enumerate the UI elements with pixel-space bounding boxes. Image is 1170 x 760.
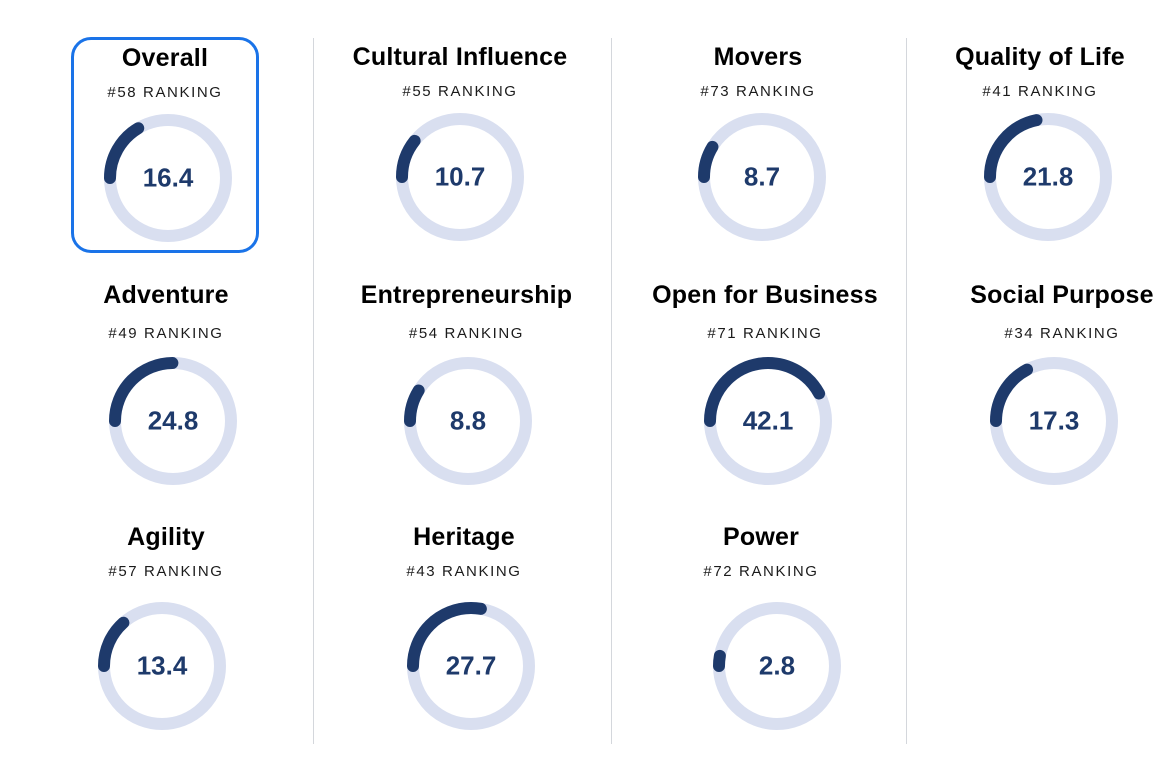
gauge-ring bbox=[404, 357, 532, 485]
gauge-ring bbox=[990, 357, 1118, 485]
card-title: Adventure bbox=[103, 281, 229, 309]
card-title: Open for Business bbox=[652, 281, 878, 309]
gauge-value: 42.1 bbox=[742, 405, 794, 436]
card-ranking: #34 RANKING bbox=[1004, 325, 1120, 342]
score-card-agility[interactable]: Agility #57 RANKING 13.4 bbox=[66, 518, 266, 734]
gauge-fill bbox=[698, 113, 826, 241]
score-card-overall[interactable]: Overall #58 RANKING 16.4 bbox=[71, 37, 259, 253]
card-title: Power bbox=[722, 523, 800, 551]
score-card-cultural-influence[interactable]: Cultural Influence #55 RANKING 10.7 bbox=[345, 38, 575, 254]
score-card-power[interactable]: Power #72 RANKING 2.8 bbox=[661, 518, 861, 734]
card-title: Entrepreneurship bbox=[360, 281, 573, 309]
gauge-ring bbox=[698, 113, 826, 241]
score-gauge: 42.1 bbox=[702, 355, 834, 487]
gauge-value: 2.8 bbox=[758, 650, 796, 681]
card-title: Agility bbox=[127, 523, 205, 551]
gauge-value: 27.7 bbox=[445, 650, 497, 681]
gauge-ring bbox=[704, 357, 832, 485]
score-gauge: 8.7 bbox=[696, 111, 828, 243]
score-gauge: 24.8 bbox=[107, 355, 239, 487]
score-card-social-purpose[interactable]: Social Purpose #34 RANKING 17.3 bbox=[962, 276, 1162, 492]
card-title: Heritage bbox=[413, 523, 515, 551]
card-ranking: #73 RANKING bbox=[700, 83, 816, 100]
score-card-quality-of-life[interactable]: Quality of Life #41 RANKING 21.8 bbox=[940, 38, 1140, 254]
gauge-fill bbox=[98, 602, 226, 730]
score-gauge: 17.3 bbox=[988, 355, 1120, 487]
score-gauge: 10.7 bbox=[394, 111, 526, 243]
score-gauge: 8.8 bbox=[402, 355, 534, 487]
gauge-value: 8.8 bbox=[449, 405, 487, 436]
card-ranking: #41 RANKING bbox=[982, 83, 1098, 100]
card-ranking: #54 RANKING bbox=[408, 325, 525, 342]
card-ranking: #57 RANKING bbox=[108, 563, 224, 580]
gauge-fill bbox=[990, 357, 1118, 485]
gauge-fill bbox=[396, 113, 524, 241]
gauge-value: 13.4 bbox=[136, 650, 188, 681]
gauge-value: 21.8 bbox=[1022, 161, 1074, 192]
column-divider bbox=[313, 38, 314, 744]
column-divider bbox=[906, 38, 907, 744]
gauge-value: 24.8 bbox=[147, 405, 199, 436]
gauge-fill bbox=[109, 357, 237, 485]
score-card-entrepreneurship[interactable]: Entrepreneurship #54 RANKING 8.8 bbox=[350, 276, 583, 492]
card-ranking: #49 RANKING bbox=[108, 325, 224, 342]
gauge-ring bbox=[396, 113, 524, 241]
gauge-value: 17.3 bbox=[1028, 405, 1080, 436]
gauge-value: 8.7 bbox=[743, 161, 781, 192]
card-ranking: #55 RANKING bbox=[402, 83, 518, 100]
gauge-ring bbox=[407, 602, 535, 730]
gauge-fill bbox=[404, 357, 532, 485]
gauge-ring bbox=[109, 357, 237, 485]
gauge-value: 10.7 bbox=[434, 161, 486, 192]
card-ranking: #58 RANKING bbox=[107, 84, 223, 101]
gauge-value: 16.4 bbox=[142, 162, 194, 193]
card-title: Quality of Life bbox=[955, 43, 1125, 71]
score-card-heritage[interactable]: Heritage #43 RANKING 27.7 bbox=[364, 518, 564, 734]
column-divider bbox=[611, 38, 612, 744]
gauge-ring bbox=[713, 602, 841, 730]
score-gauge: 2.8 bbox=[711, 600, 843, 732]
gauge-ring bbox=[98, 602, 226, 730]
gauge-fill bbox=[704, 357, 832, 485]
card-ranking: #72 RANKING bbox=[703, 563, 819, 580]
gauge-ring bbox=[984, 113, 1112, 241]
card-title: Movers bbox=[713, 43, 803, 71]
score-gauge: 13.4 bbox=[96, 600, 228, 732]
gauge-fill bbox=[104, 114, 232, 242]
score-gauge: 27.7 bbox=[405, 600, 537, 732]
card-ranking: #43 RANKING bbox=[406, 563, 522, 580]
card-ranking: #71 RANKING bbox=[707, 325, 823, 342]
card-title: Social Purpose bbox=[970, 281, 1154, 309]
gauge-fill bbox=[713, 602, 841, 730]
score-card-adventure[interactable]: Adventure #49 RANKING 24.8 bbox=[66, 276, 266, 492]
card-title: Overall bbox=[121, 44, 209, 72]
score-card-movers[interactable]: Movers #73 RANKING 8.7 bbox=[658, 38, 858, 254]
score-gauge: 21.8 bbox=[982, 111, 1114, 243]
gauge-fill bbox=[407, 602, 535, 730]
card-title: Cultural Influence bbox=[352, 43, 568, 71]
score-gauge: 16.4 bbox=[102, 112, 234, 244]
gauge-ring bbox=[104, 114, 232, 242]
gauge-fill bbox=[984, 113, 1112, 241]
score-card-open-for-business[interactable]: Open for Business #71 RANKING 42.1 bbox=[640, 276, 890, 492]
